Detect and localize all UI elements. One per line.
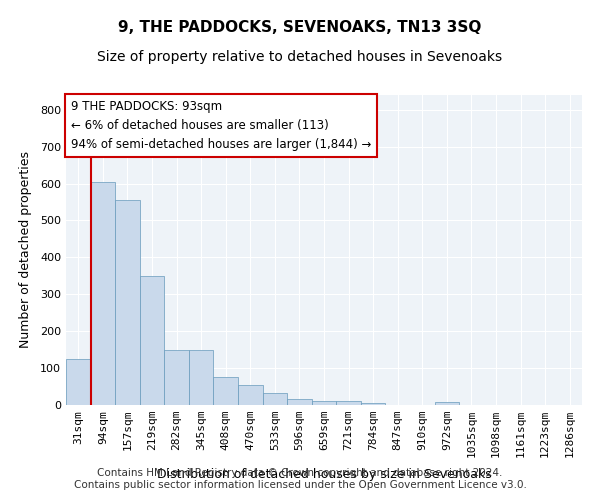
Text: Contains HM Land Registry data © Crown copyright and database right 2024.
Contai: Contains HM Land Registry data © Crown c… xyxy=(74,468,526,490)
Bar xyxy=(140,276,164,405)
Bar xyxy=(336,402,361,405)
Text: Size of property relative to detached houses in Sevenoaks: Size of property relative to detached ho… xyxy=(97,50,503,64)
Bar xyxy=(214,378,238,405)
Text: 9 THE PADDOCKS: 93sqm
← 6% of detached houses are smaller (113)
94% of semi-deta: 9 THE PADDOCKS: 93sqm ← 6% of detached h… xyxy=(71,100,371,150)
Bar xyxy=(91,182,115,405)
Y-axis label: Number of detached properties: Number of detached properties xyxy=(19,152,32,348)
Bar xyxy=(361,403,385,405)
Bar xyxy=(189,350,214,405)
Bar xyxy=(66,359,91,405)
Bar xyxy=(434,402,459,405)
Bar xyxy=(263,393,287,405)
X-axis label: Distribution of detached houses by size in Sevenoaks: Distribution of detached houses by size … xyxy=(157,468,491,481)
Bar xyxy=(312,400,336,405)
Bar xyxy=(164,350,189,405)
Text: 9, THE PADDOCKS, SEVENOAKS, TN13 3SQ: 9, THE PADDOCKS, SEVENOAKS, TN13 3SQ xyxy=(118,20,482,35)
Bar xyxy=(287,400,312,405)
Bar xyxy=(115,200,140,405)
Bar xyxy=(238,384,263,405)
